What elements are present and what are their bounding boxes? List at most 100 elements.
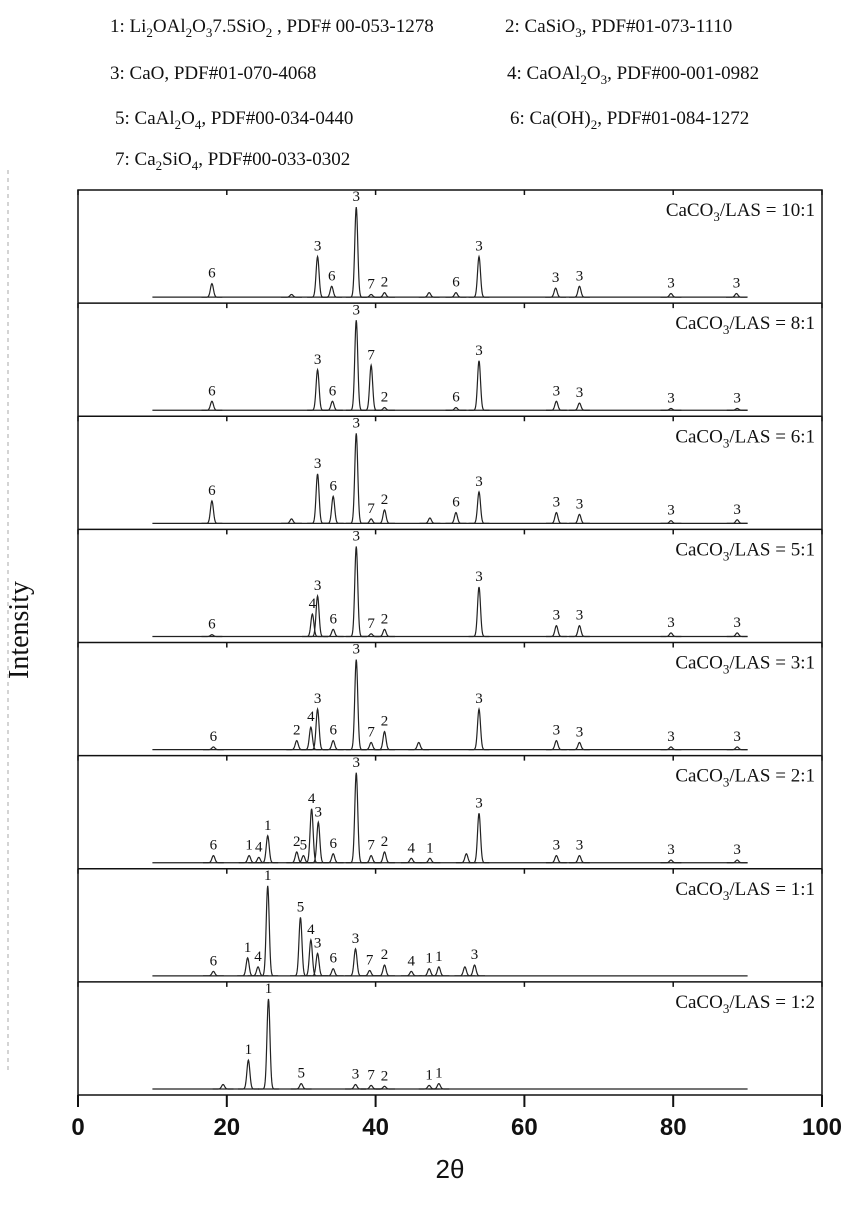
text-line: 4: CaOAl2O3, PDF#00-001-0982 [507,63,759,87]
subscript: 3 [723,888,730,903]
subscript: 3 [723,548,730,563]
text-part: , PDF#01-073-1110 [582,16,733,37]
peak-label: 4 [307,922,315,938]
peak [374,964,395,977]
subscript: 2 [156,158,163,173]
subscript: 2 [580,72,587,87]
peak [545,624,567,638]
peak [201,634,223,638]
peak [360,741,382,751]
peak-label: 3 [733,390,741,406]
text-part: CaCO [675,879,723,900]
text-line: 3: CaO, PDF#01-070-4068 [110,63,316,84]
peak-label: 7 [367,838,375,854]
peak-label: 4 [307,709,315,725]
peak [322,739,344,751]
peak [321,285,343,298]
text-part: CaCO [675,766,723,787]
peak-label: 6 [329,836,337,852]
peak-label: 6 [329,383,337,399]
subscript: 2 [175,117,182,132]
peak-label: 3 [314,691,322,707]
peak-label: 3 [733,502,741,518]
peak-label: 1 [245,1042,253,1058]
peak-label: 3 [471,947,479,963]
peak [569,624,590,638]
peak-label: 3 [475,795,483,811]
peak [322,494,344,524]
peak [468,707,490,751]
peak [202,746,224,751]
text-part: , PDF#00-034-0440 [201,108,353,129]
peak-label: 3 [576,608,584,624]
peak-label: 6 [208,483,216,499]
peak [345,947,366,977]
peak [408,741,430,751]
peak [419,517,441,524]
peak [445,291,467,298]
peak [307,473,328,524]
peak-label: 3 [475,239,483,255]
peak [258,998,279,1090]
text-part: 7: Ca [115,149,156,170]
peak-label: 3 [733,842,741,858]
peak [237,1058,259,1090]
text-part: 1: Li [110,16,146,37]
x-axis-label: 2θ [436,1154,465,1184]
peak [418,1084,440,1090]
peak-label: 3 [475,343,483,359]
peak [569,513,590,524]
peak-label: 3 [553,383,561,399]
text-part: 7.5SiO [212,16,265,37]
peak-label: 5 [297,1066,305,1082]
peak-label: 3 [552,270,560,286]
peak-label: 6 [329,951,337,967]
text-part: , PDF#00-001-0982 [607,63,759,84]
peak-label: 3 [314,935,322,951]
peak [428,966,450,977]
peak [419,857,441,864]
peak-label: 3 [475,474,483,490]
text-part: 2: CaSiO [505,16,575,37]
text-part: OAl [153,16,186,37]
peak-label: 3 [667,390,675,406]
text-part: SiO [162,149,192,170]
peak [202,970,224,977]
text-part: CaCO [675,539,723,560]
peak-label: 4 [408,840,416,856]
peak [374,406,395,411]
peak-label: 3 [553,495,561,511]
peak-label: 6 [210,953,218,969]
peak-label: 3 [733,615,741,631]
peak [293,854,314,864]
peak [454,966,476,977]
peak-label: 3 [667,842,675,858]
peak [660,520,682,524]
peak [201,400,223,411]
x-tick-label: 20 [213,1114,240,1141]
text-part: /LAS = 10:1 [720,200,815,221]
peak-label: 3 [314,352,322,368]
peak [307,820,329,864]
peak-label: 6 [208,617,216,633]
peak-label: 2 [381,714,389,730]
subscript: 2 [591,117,598,132]
text-part: CaCO [675,313,723,334]
peak [345,546,367,638]
peak [345,772,367,864]
peak [455,852,477,864]
peak-label: 7 [366,952,374,968]
peak-label: 1 [425,951,433,967]
subscript: 3 [723,322,730,337]
y-axis-label: Intensity [4,581,35,679]
peak [307,367,328,411]
text-line: CaCO3/LAS = 2:1 [675,766,815,790]
peak [569,285,590,298]
peak [360,362,382,411]
peak-label: 3 [576,385,584,401]
peak [360,854,382,864]
peak [360,518,382,524]
subscript: 3 [723,1001,730,1016]
peak [468,813,490,864]
